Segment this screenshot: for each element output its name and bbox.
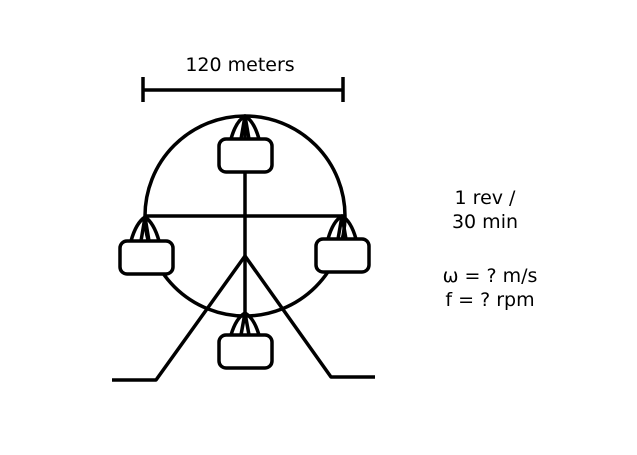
gondola-hanger-inner [336, 214, 348, 240]
gondola-hanger-inner [239, 311, 251, 336]
gondola-top [217, 114, 274, 174]
gondola-hanger-inner [139, 215, 151, 242]
gondola-hanger-inner [239, 114, 251, 140]
rotation-rate-line-2: 30 min [452, 211, 518, 233]
frequency-question: f = ? rpm [445, 289, 534, 311]
right-support-leg [243, 254, 375, 379]
angular-velocity-question: ω = ? m/s [443, 265, 538, 287]
rotation-rate-line-1: 1 rev / [455, 187, 516, 209]
gondola-left [118, 215, 175, 276]
diameter-label: 120 meters [185, 54, 294, 76]
left-support-leg [112, 254, 247, 382]
gondola-cabin [217, 137, 274, 174]
gondola-bottom [217, 311, 274, 370]
gondola-cabin [314, 237, 371, 274]
gondola-right [314, 214, 371, 274]
diameter-dimension [141, 77, 345, 102]
gondola-cabin [217, 333, 274, 370]
gondola-cabin [118, 239, 175, 276]
